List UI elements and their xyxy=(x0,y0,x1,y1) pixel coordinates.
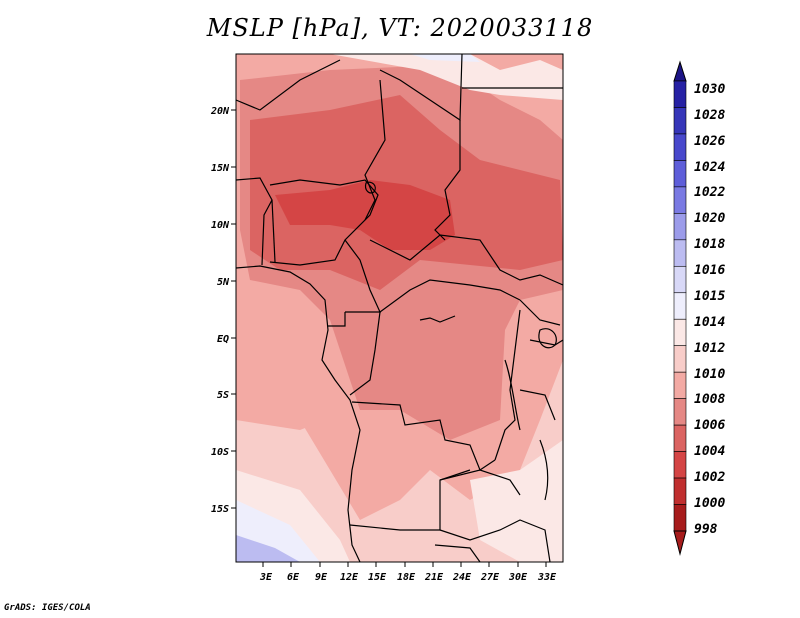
border-congo-drc xyxy=(349,311,381,396)
pressure-field xyxy=(236,54,563,562)
field-1012-se xyxy=(470,440,563,562)
colorbar-label: 1028 xyxy=(694,108,725,123)
colorbar-label: 1000 xyxy=(694,496,725,511)
colorbar-label: 1012 xyxy=(694,341,725,356)
colorbar-swatch xyxy=(673,265,687,294)
border-algeria-mali xyxy=(236,59,341,111)
border-car xyxy=(369,234,563,286)
lon-tick-label: 12E xyxy=(340,572,359,583)
colorbar-label: 1002 xyxy=(694,470,725,485)
country-borders xyxy=(236,54,563,562)
lon-tick-label: 21E xyxy=(424,572,444,583)
lat-tick-label: EQ xyxy=(217,334,229,345)
colorbar-swatch xyxy=(673,239,687,267)
colorbar-swatch xyxy=(673,424,687,452)
colorbar-swatch xyxy=(673,398,687,426)
colorbar-swatch xyxy=(673,292,687,320)
colorbar-min-triangle xyxy=(673,530,687,556)
lat-tick-label: 5S xyxy=(217,390,229,401)
colorbar-swatch xyxy=(673,318,687,347)
border-zambia xyxy=(439,469,521,496)
lat-tick-label: 20N xyxy=(210,106,230,117)
chart-title: MSLP [hPa], VT: 2020033118 xyxy=(206,14,594,42)
coastline-west-africa xyxy=(236,265,361,562)
lat-tick-label: 5N xyxy=(217,277,230,288)
colorbar-label: 1004 xyxy=(694,444,725,459)
border-gabon xyxy=(328,312,346,327)
border-congo xyxy=(379,279,521,313)
colorbar-labels: 1030 1028 1026 1024 1022 1020 1018 1016 … xyxy=(694,82,725,537)
congo-river xyxy=(419,315,456,323)
colorbar-swatch xyxy=(673,451,687,479)
border-drc-angola xyxy=(351,401,496,471)
lat-tick-label: 10S xyxy=(211,447,229,458)
lon-tick-label: 3E xyxy=(259,572,273,583)
colorbar-label: 1008 xyxy=(694,392,725,407)
border-libya xyxy=(379,54,463,122)
footer-credit: GrADS: IGES/COLA xyxy=(4,603,91,613)
colorbar-label: 998 xyxy=(694,522,718,537)
colorbar-swatch xyxy=(673,133,687,161)
colorbar-swatch xyxy=(673,186,687,214)
colorbar-label: 1015 xyxy=(694,289,725,304)
field-1004 xyxy=(275,180,455,250)
colorbar-swatch xyxy=(673,160,687,188)
lon-tick-label: 6E xyxy=(287,572,300,583)
lon-tick-label: 9E xyxy=(315,572,328,583)
colorbar-swatch xyxy=(673,345,687,373)
border-chad-sudan xyxy=(434,120,461,241)
colorbar-label: 1018 xyxy=(694,237,725,252)
colorbar-label: 1030 xyxy=(694,82,725,97)
border-southern xyxy=(439,519,551,562)
lake-malawi xyxy=(539,439,549,501)
colorbar-label: 1020 xyxy=(694,211,725,226)
border-niger-chad xyxy=(364,79,386,221)
colorbar-label: 1010 xyxy=(694,367,725,382)
lon-tick-label: 18E xyxy=(397,572,416,583)
colorbar-label: 1022 xyxy=(694,185,725,200)
colorbar-label: 1016 xyxy=(694,263,725,278)
lon-tick-label: 30E xyxy=(508,572,528,583)
lat-tick-labels: 20N 15N 10N 5N EQ 5S 10S 15S xyxy=(210,106,230,515)
colorbar-label: 1014 xyxy=(694,315,725,330)
colorbar xyxy=(673,60,687,556)
lake-victoria xyxy=(538,328,557,349)
lon-tick-labels: 3E 6E 9E 12E 15E 18E 21E 24E 27E 30E 33E xyxy=(259,572,557,583)
lake-tanganyika xyxy=(504,359,521,431)
lon-tick-label: 15E xyxy=(368,572,387,583)
colorbar-swatch xyxy=(673,371,687,399)
lake-chad xyxy=(364,181,376,194)
lon-tick-label: 33E xyxy=(537,572,557,583)
colorbar-swatch xyxy=(673,80,687,108)
colorbar-label: 1006 xyxy=(694,418,725,433)
border-cameroon xyxy=(344,239,381,313)
map-frame xyxy=(235,53,564,563)
field-1016-sw xyxy=(236,535,300,562)
colorbar-max-triangle xyxy=(673,60,687,82)
lat-tick-label: 10N xyxy=(211,220,230,231)
border-benin xyxy=(271,199,276,263)
border-nigeria xyxy=(269,179,379,266)
colorbar-swatch xyxy=(673,213,687,241)
colorbar-swatch xyxy=(673,477,687,505)
lat-tick-label: 15N xyxy=(211,163,230,174)
lon-tick-label: 24E xyxy=(452,572,472,583)
colorbar-swatches xyxy=(673,80,687,532)
lon-tick-label: 27E xyxy=(480,572,500,583)
lat-tick-label: 15S xyxy=(211,504,229,515)
lon-axis xyxy=(262,562,547,567)
colorbar-label: 1026 xyxy=(694,134,725,149)
colorbar-swatch xyxy=(673,504,687,532)
border-namibia xyxy=(434,544,481,562)
colorbar-label: 1024 xyxy=(694,160,725,175)
lat-axis xyxy=(231,109,236,509)
colorbar-swatch xyxy=(673,107,687,135)
border-drc-east xyxy=(494,309,521,461)
